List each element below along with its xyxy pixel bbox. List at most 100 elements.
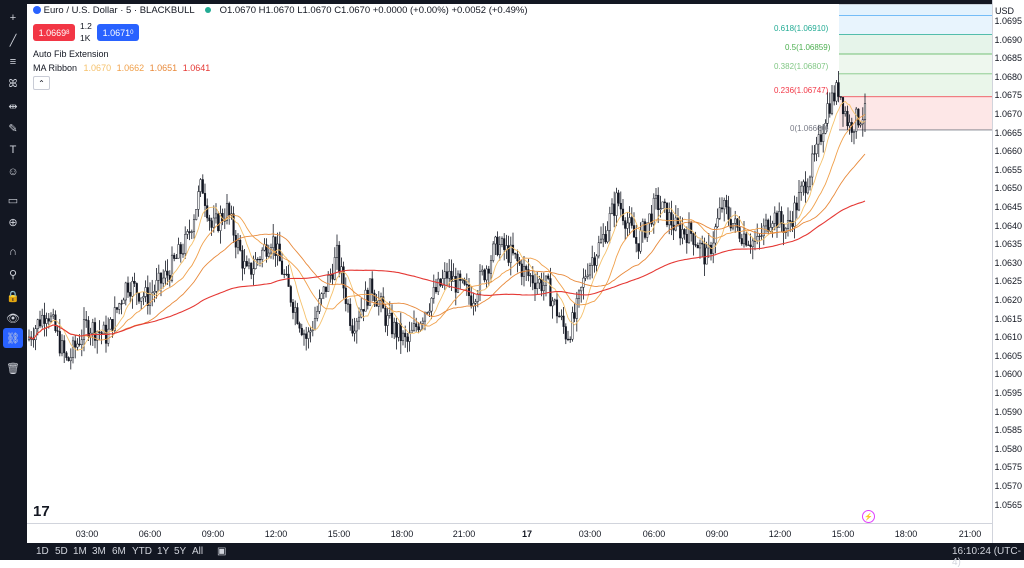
candle-body xyxy=(69,357,72,362)
brush-icon[interactable]: ✎ xyxy=(8,122,18,135)
range-1m[interactable]: 1M xyxy=(73,546,87,557)
candle-body xyxy=(643,221,647,238)
ma-indicator-row[interactable]: MA Ribbon 1.0670 1.0662 1.0651 1.0641 xyxy=(33,63,211,73)
price-axis[interactable]: USD 1.0695 1.0690 1.0685 1.0680 1.0675 1.0670… xyxy=(992,0,1024,543)
range-6m[interactable]: 6M xyxy=(112,546,126,557)
candle-body xyxy=(267,252,270,257)
candle-body xyxy=(102,324,105,334)
candle-body xyxy=(131,280,134,297)
candle-body xyxy=(421,320,424,324)
range-1y[interactable]: 1Y xyxy=(157,546,170,557)
candle-body xyxy=(236,239,240,248)
price-tick: 1.0685 xyxy=(994,53,1022,64)
candle-body xyxy=(274,236,277,256)
candle-body xyxy=(38,319,42,327)
zoom-icon[interactable]: ⊕ xyxy=(8,216,18,229)
candle-body xyxy=(811,153,814,178)
candle-body xyxy=(406,336,409,342)
fib-label-05: 0.5(1.06859) xyxy=(785,43,831,52)
link-icon[interactable]: ⛓ xyxy=(3,328,23,348)
time-tick: 12:00 xyxy=(768,529,792,539)
candle-body xyxy=(694,244,697,246)
candle-body xyxy=(641,221,644,231)
tradingview-logo[interactable]: 17 xyxy=(33,503,50,520)
candle-body xyxy=(384,307,387,326)
price-chart[interactable] xyxy=(27,4,992,523)
candle-body xyxy=(135,283,138,294)
candle-body xyxy=(648,213,651,224)
price-tick: 1.0605 xyxy=(994,350,1022,361)
candle-body xyxy=(118,303,121,310)
candle-body xyxy=(617,192,620,204)
bottom-toolbar: 16:10:24 (UTC-4) 1D 5D 1M 3M 6M YTD 1Y 5Y All ▣ xyxy=(27,543,1024,568)
candle-body xyxy=(192,219,196,233)
candle-body xyxy=(769,227,772,232)
range-5y[interactable]: 5Y xyxy=(174,546,187,557)
sell-button[interactable]: 1.0669 8 xyxy=(33,24,75,41)
range-3m[interactable]: 3M xyxy=(92,546,106,557)
candle-body xyxy=(564,326,567,340)
candle-body xyxy=(355,320,358,332)
candle-body xyxy=(762,225,765,237)
candle-body xyxy=(245,261,248,267)
magnet-icon[interactable]: ∩ xyxy=(9,246,17,258)
candle-body xyxy=(269,247,273,254)
clock[interactable]: 16:10:24 (UTC-4) xyxy=(952,546,1021,568)
calendar-icon[interactable]: ▣ xyxy=(217,546,227,557)
ma-value-2: 1.0662 xyxy=(116,63,145,73)
text-icon[interactable]: T xyxy=(9,144,17,156)
crosshair-icon[interactable]: + xyxy=(9,12,17,24)
range-all[interactable]: All xyxy=(192,546,204,557)
range-5d[interactable]: 5D xyxy=(55,546,68,557)
eye-icon[interactable]: 👁 xyxy=(6,312,20,325)
candle-body xyxy=(562,315,565,327)
range-ytd[interactable]: YTD xyxy=(132,546,152,557)
candle-body xyxy=(338,244,341,273)
candle-body xyxy=(291,302,295,313)
candle-body xyxy=(830,92,834,114)
candle-body xyxy=(60,340,64,354)
ma-line-4 xyxy=(28,200,866,340)
currency-label[interactable]: USD xyxy=(995,6,1015,16)
measure-icon[interactable]: ⇹ xyxy=(8,100,18,113)
pattern-icon[interactable]: ꕤ xyxy=(8,77,18,90)
candle-body xyxy=(58,331,61,354)
candle-body xyxy=(250,262,253,275)
candle-body xyxy=(397,323,400,338)
candle-body xyxy=(137,293,141,302)
candle-body xyxy=(740,238,743,245)
lock-icon[interactable]: 🔒 xyxy=(6,290,20,303)
symbol-title[interactable]: Euro / U.S. Dollar · 5 · BLACKBULL xyxy=(43,5,195,16)
time-tick: 17 xyxy=(521,529,533,539)
candle-body xyxy=(318,298,321,312)
replay-icon[interactable]: ⚡ xyxy=(862,510,875,523)
candle-body xyxy=(599,238,603,243)
fib-icon[interactable]: ≡ xyxy=(9,56,17,68)
candle-body xyxy=(828,103,831,114)
candle-body xyxy=(604,234,607,243)
chart-area[interactable] xyxy=(27,4,992,523)
candle-body xyxy=(456,273,460,293)
candle-body xyxy=(668,212,671,226)
ma-value-3: 1.0651 xyxy=(149,63,178,73)
price-tick: 1.0610 xyxy=(994,332,1022,343)
price-tick: 1.0585 xyxy=(994,425,1022,436)
buy-button[interactable]: 1.0671 0 xyxy=(97,24,139,41)
candle-body xyxy=(331,274,334,280)
ma-line-3 xyxy=(28,153,866,340)
candle-body xyxy=(703,243,706,265)
ruler-icon[interactable]: ▭ xyxy=(7,194,19,207)
candle-body xyxy=(679,223,682,239)
fib-indicator-label[interactable]: Auto Fib Extension xyxy=(33,49,109,59)
time-axis[interactable]: 03:00 06:00 09:00 12:00 15:00 18:00 21:00 17 03:… xyxy=(27,523,992,544)
trash-icon[interactable]: 🗑 xyxy=(6,362,20,375)
candle-body xyxy=(157,272,160,281)
emoji-icon[interactable]: ☺ xyxy=(7,166,19,178)
quantity-value[interactable]: 1K xyxy=(80,33,91,43)
trend-line-icon[interactable]: ╱ xyxy=(9,34,17,47)
range-1d[interactable]: 1D xyxy=(36,546,49,557)
candle-body xyxy=(848,122,851,127)
candle-body xyxy=(439,278,442,286)
collapse-legend-button[interactable]: ⌃ xyxy=(33,76,50,90)
lock-draw-icon[interactable]: ⚲ xyxy=(8,268,18,281)
